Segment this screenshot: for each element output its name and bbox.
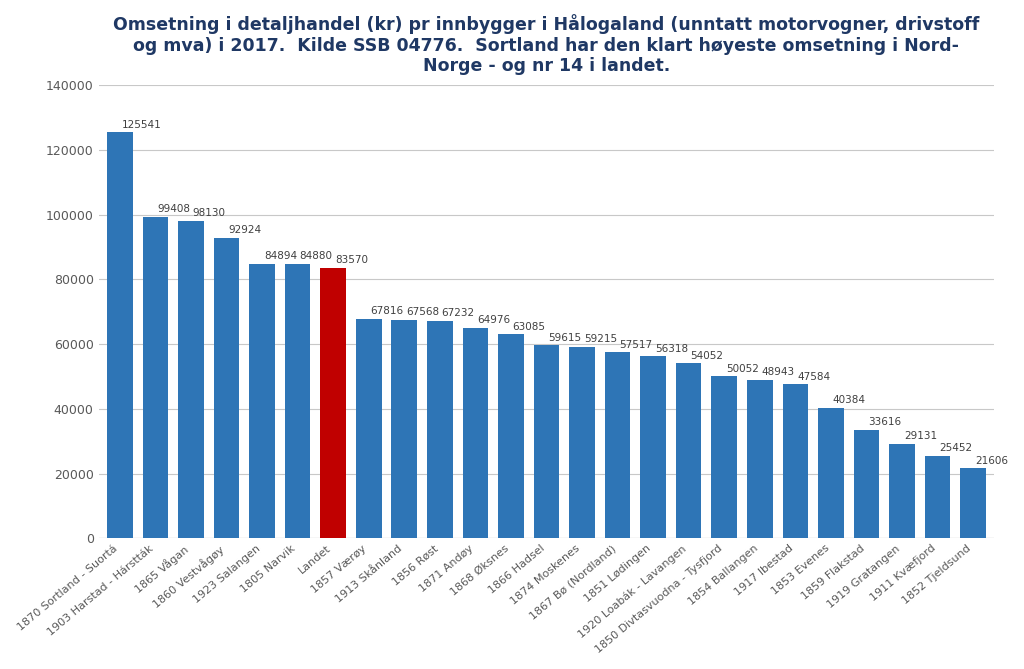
- Text: 57517: 57517: [620, 340, 652, 350]
- Bar: [925, 456, 950, 539]
- Bar: [534, 345, 559, 539]
- Text: 21606: 21606: [975, 456, 1008, 466]
- Bar: [427, 320, 453, 539]
- Text: 67232: 67232: [441, 308, 475, 318]
- Bar: [889, 444, 914, 539]
- Text: 99408: 99408: [157, 204, 190, 214]
- Text: 63085: 63085: [513, 322, 546, 332]
- Bar: [142, 217, 168, 539]
- Bar: [746, 380, 772, 539]
- Bar: [569, 347, 595, 539]
- Bar: [640, 356, 666, 539]
- Bar: [782, 385, 808, 539]
- Bar: [108, 132, 133, 539]
- Text: 59615: 59615: [548, 333, 582, 343]
- Text: 67568: 67568: [407, 307, 439, 317]
- Bar: [391, 320, 417, 539]
- Bar: [285, 264, 310, 539]
- Text: 40384: 40384: [833, 395, 865, 405]
- Bar: [321, 268, 346, 539]
- Bar: [818, 407, 844, 539]
- Bar: [961, 468, 986, 539]
- Bar: [854, 429, 880, 539]
- Bar: [498, 334, 523, 539]
- Title: Omsetning i detaljhandel (kr) pr innbygger i Hålogaland (unntatt motorvogner, dr: Omsetning i detaljhandel (kr) pr innbygg…: [114, 14, 980, 76]
- Text: 92924: 92924: [228, 225, 261, 235]
- Text: 54052: 54052: [690, 351, 724, 361]
- Text: 59215: 59215: [584, 334, 616, 344]
- Bar: [356, 319, 382, 539]
- Text: 84894: 84894: [264, 251, 297, 261]
- Bar: [676, 363, 701, 539]
- Bar: [249, 264, 274, 539]
- Text: 47584: 47584: [797, 372, 830, 382]
- Text: 56318: 56318: [655, 343, 688, 353]
- Text: 29131: 29131: [904, 432, 937, 442]
- Text: 84880: 84880: [299, 251, 333, 261]
- Text: 67816: 67816: [371, 306, 403, 316]
- Bar: [463, 328, 488, 539]
- Text: 25452: 25452: [939, 444, 973, 454]
- Bar: [605, 352, 631, 539]
- Text: 48943: 48943: [762, 367, 795, 377]
- Text: 83570: 83570: [335, 256, 368, 266]
- Bar: [712, 377, 737, 539]
- Text: 50052: 50052: [726, 364, 759, 374]
- Text: 98130: 98130: [193, 208, 225, 218]
- Text: 33616: 33616: [868, 417, 901, 427]
- Bar: [178, 221, 204, 539]
- Text: 64976: 64976: [477, 316, 510, 326]
- Text: 125541: 125541: [122, 120, 162, 130]
- Bar: [214, 237, 240, 539]
